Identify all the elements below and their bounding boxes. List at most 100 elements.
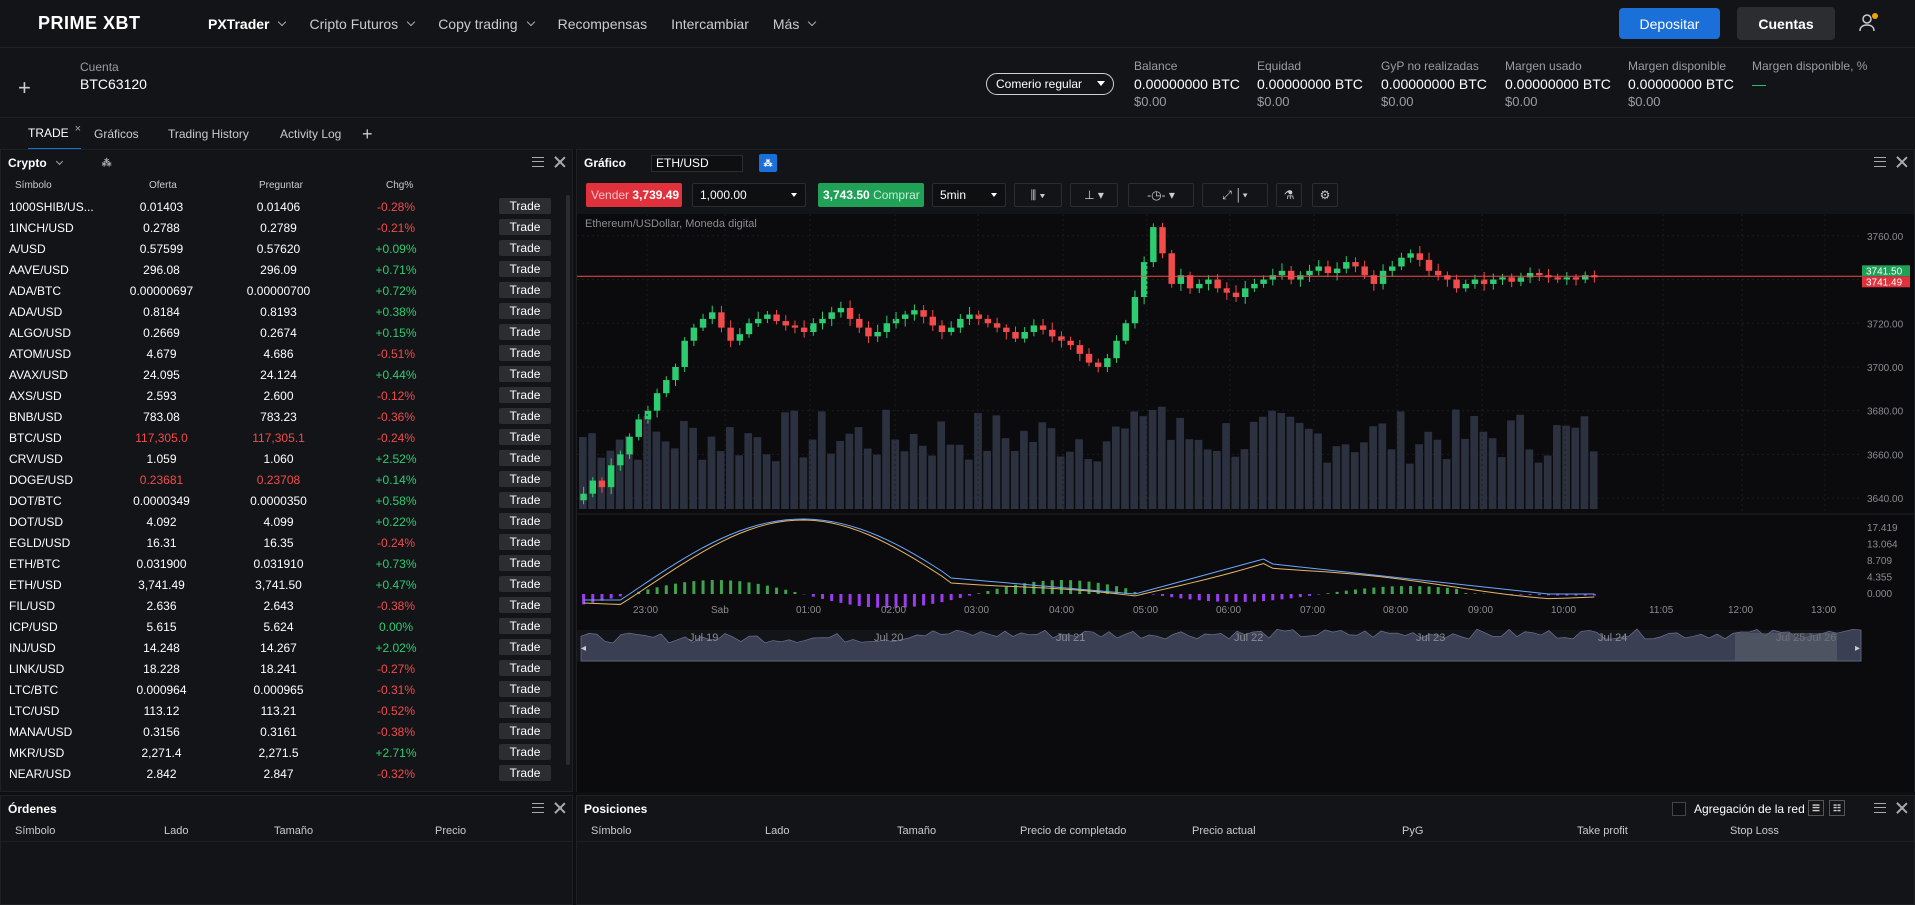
watchlist-row[interactable]: AXS/USD 2.593 2.600 -0.12% Trade — [1, 385, 558, 406]
column-header[interactable]: Símbolo — [591, 825, 632, 837]
trade-button[interactable]: Trade — [499, 576, 551, 592]
watchlist-row[interactable]: A/USD 0.57599 0.57620 +0.09% Trade — [1, 238, 558, 259]
watchlist-row[interactable]: DOGE/USD 0.23681 0.23708 +0.14% Trade — [1, 469, 558, 490]
menu-icon[interactable] — [532, 157, 544, 167]
trade-button[interactable]: Trade — [499, 387, 551, 403]
column-header[interactable]: PyG — [1402, 825, 1424, 837]
watchlist-row[interactable]: LTC/USD 113.12 113.21 -0.52% Trade — [1, 700, 558, 721]
column-header[interactable]: Tamaño — [897, 825, 937, 837]
trade-button[interactable]: Trade — [499, 597, 551, 613]
menu-icon[interactable] — [532, 803, 544, 813]
watchlist-row[interactable]: MANA/USD 0.3156 0.3161 -0.38% Trade — [1, 721, 558, 742]
trade-button[interactable]: Trade — [499, 660, 551, 676]
interval-select[interactable]: 5min — [932, 183, 1006, 207]
trade-button[interactable]: Trade — [499, 513, 551, 529]
trade-button[interactable]: Trade — [499, 408, 551, 424]
trade-button[interactable]: Trade — [499, 534, 551, 550]
close-icon[interactable] — [554, 156, 566, 168]
watchlist-row[interactable]: DOT/BTC 0.0000349 0.0000350 +0.58% Trade — [1, 490, 558, 511]
close-icon[interactable] — [554, 802, 566, 814]
watchlist-row[interactable]: ADA/BTC 0.00000697 0.00000700 +0.72% Trade — [1, 280, 558, 301]
watchlist-row[interactable]: BTC/USD 117,305.0 117,305.1 -0.24% Trade — [1, 427, 558, 448]
add-tab-icon[interactable]: + — [362, 123, 373, 144]
column-header[interactable]: Precio de completado — [1020, 825, 1127, 837]
link-icon[interactable]: ⁂ — [759, 154, 778, 172]
column-header[interactable]: Chg% — [386, 180, 414, 191]
accounts-button[interactable]: Cuentas — [1737, 7, 1835, 40]
trade-button[interactable]: Trade — [499, 681, 551, 697]
trade-button[interactable]: Trade — [499, 492, 551, 508]
trade-button[interactable]: Trade — [499, 366, 551, 382]
scroll-right-icon[interactable]: ▸ — [1855, 643, 1860, 654]
trade-button[interactable]: Trade — [499, 471, 551, 487]
column-header[interactable]: Take profit — [1577, 825, 1628, 837]
add-account-icon[interactable]: + — [18, 75, 31, 100]
user-icon[interactable] — [1857, 12, 1879, 34]
watchlist-row[interactable]: NEAR/USD 2.842 2.847 -0.32% Trade — [1, 763, 558, 784]
trade-button[interactable]: Trade — [499, 198, 551, 214]
column-header[interactable]: Precio actual — [1192, 825, 1256, 837]
trade-button[interactable]: Trade — [499, 282, 551, 298]
brand-logo[interactable]: PRIME XBT — [38, 13, 141, 33]
flask-button[interactable]: ⚗ — [1276, 183, 1302, 207]
watchlist-row[interactable]: ADA/USD 0.8184 0.8193 +0.38% Trade — [1, 301, 558, 322]
watchlist-row[interactable]: BNB/USD 783.08 783.23 -0.36% Trade — [1, 406, 558, 427]
scroll-left-icon[interactable]: ◂ — [581, 643, 586, 654]
buy-button[interactable]: 3,743.50 Comprar — [818, 183, 924, 207]
column-header[interactable]: Símbolo — [15, 180, 52, 191]
scrollbar[interactable] — [566, 195, 570, 765]
trade-button[interactable]: Trade — [499, 261, 551, 277]
trade-button[interactable]: Trade — [499, 219, 551, 235]
trade-button[interactable]: Trade — [499, 723, 551, 739]
watchlist-row[interactable]: LINK/USD 18.228 18.241 -0.27% Trade — [1, 658, 558, 679]
account-id[interactable]: BTC63120 — [80, 76, 147, 92]
nav-item-1[interactable]: Cripto Futuros — [309, 16, 416, 32]
trade-button[interactable]: Trade — [499, 639, 551, 655]
watchlist-row[interactable]: 1INCH/USD 0.2788 0.2789 -0.21% Trade — [1, 217, 558, 238]
column-header[interactable]: Precio — [435, 825, 467, 837]
chart-type-button[interactable]: ⫼ ▾ — [1014, 183, 1062, 207]
watchlist-row[interactable]: FIL/USD 2.636 2.643 -0.38% Trade — [1, 595, 558, 616]
close-icon[interactable]: × — [74, 123, 82, 135]
trade-button[interactable]: Trade — [499, 429, 551, 445]
watchlist-row[interactable]: AVAX/USD 24.095 24.124 +0.44% Trade — [1, 364, 558, 385]
mode-select[interactable]: Comerio regular — [986, 73, 1114, 95]
nav-item-2[interactable]: Copy trading — [438, 16, 535, 32]
watchlist-row[interactable]: LTC/BTC 0.000964 0.000965 -0.31% Trade — [1, 679, 558, 700]
nav-item-3[interactable]: Recompensas — [558, 16, 648, 32]
column-header[interactable]: Lado — [765, 825, 790, 837]
watchlist-row[interactable]: AAVE/USD 296.08 296.09 +0.71% Trade — [1, 259, 558, 280]
watchlist-row[interactable]: ICP/USD 5.615 5.624 0.00% Trade — [1, 616, 558, 637]
watchlist-row[interactable]: ETH/BTC 0.031900 0.031910 +0.73% Trade — [1, 553, 558, 574]
sort-icon-2[interactable]: ☷ — [1829, 800, 1845, 816]
deposit-button[interactable]: Depositar — [1619, 8, 1720, 39]
watchlist-row[interactable]: INJ/USD 14.248 14.267 +2.02% Trade — [1, 637, 558, 658]
watchlist-row[interactable]: EGLD/USD 16.31 16.35 -0.24% Trade — [1, 532, 558, 553]
close-icon[interactable] — [1896, 156, 1908, 168]
watchlist-row[interactable]: ATOM/USD 4.679 4.686 -0.51% Trade — [1, 343, 558, 364]
tab-0[interactable]: TRADE × — [28, 118, 82, 150]
aggregation-checkbox[interactable] — [1672, 802, 1686, 816]
trade-button[interactable]: Trade — [499, 324, 551, 340]
column-header[interactable]: Oferta — [149, 180, 177, 191]
tab-1[interactable]: Gráficos — [94, 118, 139, 150]
close-icon[interactable] — [1896, 802, 1908, 814]
trade-button[interactable]: Trade — [499, 618, 551, 634]
watchlist-settings-icon[interactable]: ⁂ — [101, 157, 112, 169]
quantity-input[interactable]: 1,000.00 — [692, 183, 806, 207]
sort-icon[interactable]: ☰ — [1808, 800, 1824, 816]
watchlist-row[interactable]: 1000SHIB/US... 0.01403 0.01406 -0.28% Trade — [1, 196, 558, 217]
settings-button[interactable]: ⚙ — [1312, 183, 1338, 207]
watchlist-row[interactable]: DOT/USD 4.092 4.099 +0.22% Trade — [1, 511, 558, 532]
tab-3[interactable]: Activity Log — [280, 118, 341, 150]
trade-button[interactable]: Trade — [499, 450, 551, 466]
drawing-tools-button[interactable]: ⤢ │▾ — [1202, 183, 1268, 207]
watchlist-row[interactable]: CRV/USD 1.059 1.060 +2.52% Trade — [1, 448, 558, 469]
watchlist-title[interactable]: Crypto — [8, 156, 47, 170]
column-header[interactable]: Lado — [164, 825, 189, 837]
indicators-button[interactable]: ⊥ ▾ — [1070, 183, 1118, 207]
column-header[interactable]: Stop Loss — [1730, 825, 1779, 837]
column-header[interactable]: Símbolo — [15, 825, 56, 837]
tab-2[interactable]: Trading History — [168, 118, 249, 150]
price-chart[interactable]: 3760.003740.003720.003700.003680.003660.… — [577, 214, 1914, 792]
